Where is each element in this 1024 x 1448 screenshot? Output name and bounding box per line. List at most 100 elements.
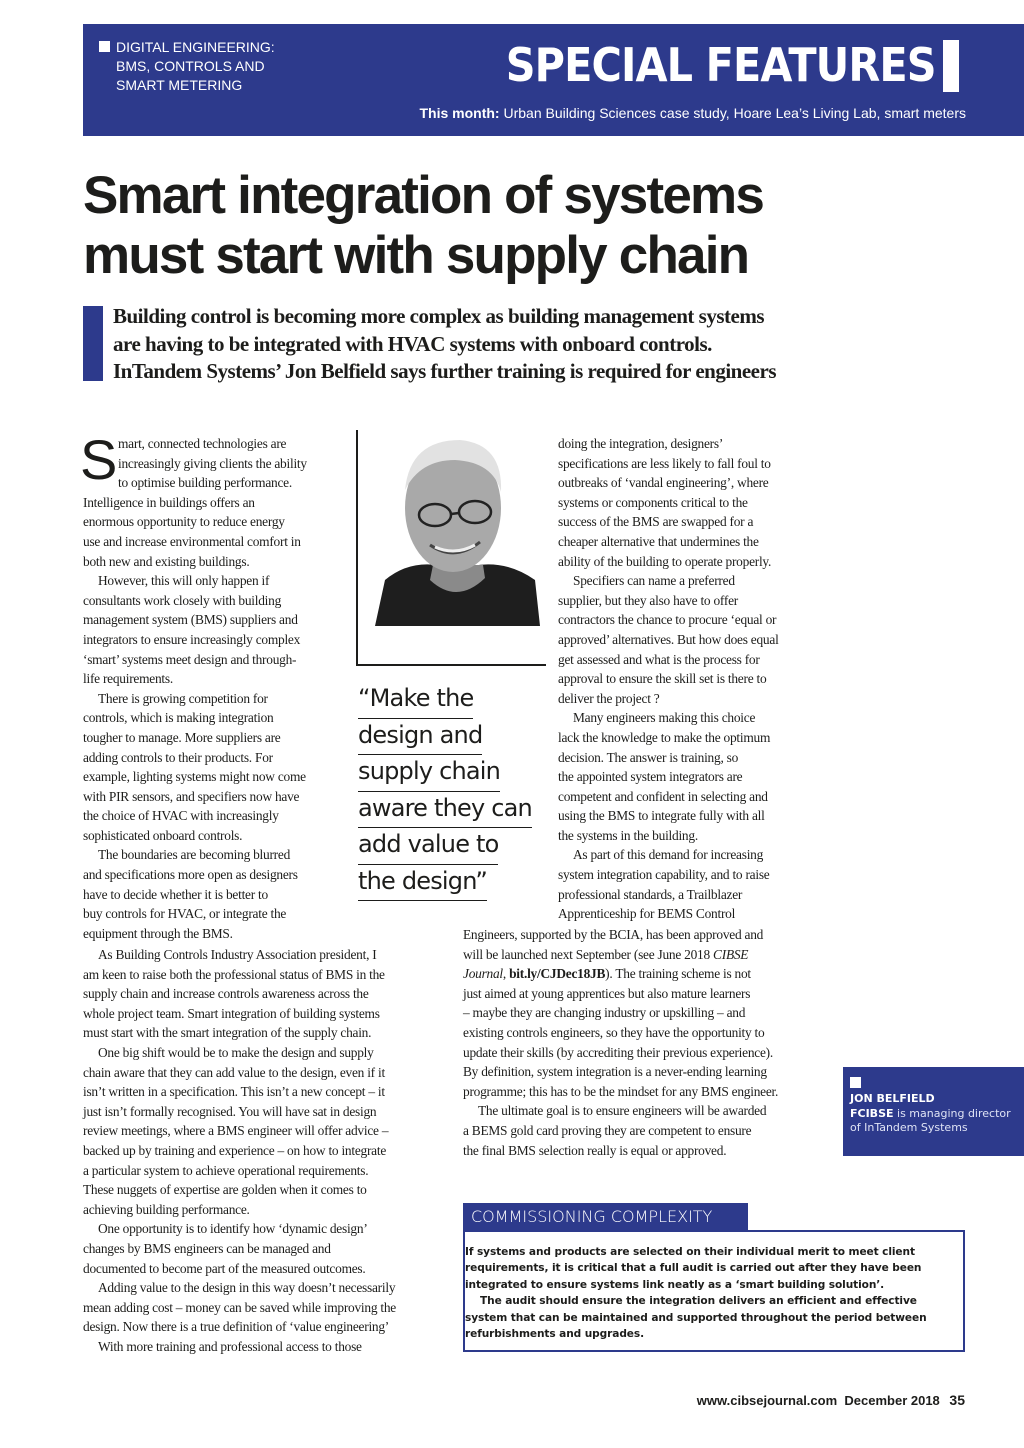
body-text-line: increasingly giving clients the ability: [118, 455, 307, 471]
body-text-line: Specifiers can name a preferred: [573, 573, 735, 589]
body-text-line: These nuggets of expertise are golden wh…: [83, 1182, 367, 1198]
body-text-line: One big shift would be to make the desig…: [98, 1044, 374, 1060]
body-text-line: There is growing competition for: [98, 690, 268, 706]
body-text-line: using the BMS to integrate fully with al…: [558, 808, 765, 824]
standfirst-text: InTandem Systems’: [113, 359, 285, 383]
body-text-line: The ultimate goal is to ensure engineers…: [478, 1103, 767, 1119]
body-text-line: just aimed at young apprentices but also…: [463, 985, 751, 1001]
body-text-line: isn’t written in a specification. This i…: [83, 1084, 385, 1100]
kicker-line: SMART METERING: [116, 77, 243, 93]
body-text-line: achieving building performance.: [83, 1201, 250, 1217]
body-text-line: approved’ alternatives. But how does equ…: [558, 631, 779, 647]
body-text-line: a particular system to achieve operation…: [83, 1162, 369, 1178]
body-text-line: mean adding cost – money can be saved wh…: [83, 1299, 396, 1315]
body-text-segment: CIBSE: [713, 946, 749, 962]
body-text-line: with PIR sensors, and specifiers now hav…: [83, 788, 300, 804]
body-text-line: documented to become part of the measure…: [83, 1260, 366, 1276]
body-text-line: equipment through the BMS.: [83, 925, 233, 941]
section-header-band: DIGITAL ENGINEERING: BMS, CONTROLS AND S…: [83, 24, 1024, 136]
body-text-line: lack the knowledge to make the optimum: [558, 729, 771, 745]
article-headline: Smart integration of systems must start …: [83, 166, 765, 286]
pull-quote: “Make the design and supply chain aware …: [358, 682, 533, 901]
link-text[interactable]: bit.ly/CJDec18JB: [509, 966, 606, 982]
body-text-line: programme; this has to be the mindset fo…: [463, 1083, 779, 1099]
body-text-line: consultants work closely with building: [83, 592, 282, 608]
body-text-line: both new and existing buildings.: [83, 553, 250, 569]
body-text-line: ‘smart’ systems meet design and through-: [83, 651, 297, 667]
sidebar-box-heading: COMMISSIONING COMPLEXITY: [463, 1203, 748, 1230]
this-month-label: This month:: [419, 105, 500, 121]
body-text-line: management system (BMS) suppliers and: [83, 612, 298, 628]
author-name: Jon Belfield: [284, 359, 386, 383]
body-text-line: design. Now there is a true definition o…: [83, 1319, 390, 1335]
pull-quote-line: “Make the: [358, 682, 474, 719]
body-column-left-narrow: mart, connected technologies are increasi…: [83, 434, 307, 943]
drop-cap: S: [80, 428, 118, 491]
body-text-line: With more training and professional acce…: [98, 1338, 362, 1354]
body-text-line: doing the integration, designers’: [558, 436, 724, 451]
author-photo: [375, 430, 540, 626]
sidebar-paragraph: If systems and products are selected on …: [465, 1246, 922, 1291]
section-title-bar: [943, 40, 959, 92]
headline-line: Smart integration of systems: [83, 166, 765, 225]
body-text-line: As Building Controls Industry Associatio…: [98, 947, 377, 962]
body-text-line: review meetings, where a BMS engineer wi…: [83, 1123, 389, 1139]
photo-frame-line: [356, 664, 546, 666]
body-text-line: life requirements.: [83, 671, 173, 687]
body-text-line: enormous opportunity to reduce energy: [83, 514, 285, 530]
body-text-line: the systems in the building.: [558, 827, 698, 843]
body-text-line: success of the BMS are swapped for a: [558, 514, 754, 530]
body-text-line: backed up by training and experience – o…: [83, 1142, 387, 1158]
kicker-line: BMS, CONTROLS AND: [116, 58, 265, 74]
body-text-line: chain aware that they can add value to t…: [83, 1064, 385, 1080]
body-text-line: and specifications more open as designer…: [83, 867, 298, 883]
body-text-line: However, this will only happen if: [98, 573, 270, 589]
square-bullet-icon: [850, 1077, 861, 1088]
body-text-line: the final BMS selection really is equal …: [463, 1142, 727, 1158]
pull-quote-line: supply chain: [358, 755, 501, 792]
body-text-segment: will be launched next September (see Jun…: [463, 946, 714, 962]
standfirst-text: says further training is required for en…: [385, 359, 776, 383]
body-text-line: system integration capability, and to ra…: [558, 867, 770, 883]
pull-quote-line: add value to: [358, 828, 499, 865]
body-text-line: existing controls engineers, so they hav…: [463, 1024, 765, 1040]
body-text-line: must start with the smart integration of…: [83, 1025, 372, 1041]
body-text-line: supply chain and increase controls aware…: [83, 986, 369, 1002]
body-text-line: professional standards, a Trailblazer: [558, 886, 743, 902]
body-text-line: By definition, system integration is a n…: [463, 1064, 767, 1080]
section-kicker: DIGITAL ENGINEERING: BMS, CONTROLS AND S…: [99, 38, 319, 95]
body-text-line: contractors the chance to procure ‘equal…: [558, 612, 777, 628]
body-text-line: controls, which is making integration: [83, 710, 274, 726]
body-text-line: As part of this demand for increasing: [573, 847, 764, 863]
body-text-line: – maybe they are changing industry or up…: [463, 1005, 746, 1021]
footer-url[interactable]: www.cibsejournal.com: [696, 1393, 838, 1408]
body-text-segment: Journal: [463, 966, 503, 982]
body-text-segment: ,: [502, 966, 510, 982]
body-text-line: tougher to manage. More suppliers are: [83, 729, 281, 745]
body-text-line: cheaper alternative that undermines the: [558, 533, 759, 549]
square-bullet-icon: [99, 41, 110, 52]
section-title: SPECIAL FEATURES: [506, 38, 937, 92]
body-text-line: update their skills (by accrediting thei…: [463, 1044, 773, 1060]
body-text-line: competent and confident in selecting and: [558, 788, 768, 804]
body-text-line: Engineers, supported by the BCIA, has be…: [463, 927, 764, 942]
standfirst-line: InTandem Systems’ Jon Belfield says furt…: [113, 358, 777, 386]
body-text-line: supplier, but they also have to offer: [558, 592, 738, 608]
body-text-line: One opportunity is to identify how ‘dyna…: [98, 1221, 368, 1237]
body-text-line: have to decide whether it is better to: [83, 886, 268, 902]
body-text-line: to optimise building performance.: [118, 475, 292, 491]
body-text-line: use and increase environmental comfort i…: [83, 533, 301, 549]
body-text-line: sophisticated onboard controls.: [83, 827, 243, 843]
body-text-line: am keen to raise both the professional s…: [83, 966, 385, 982]
body-text-line: systems or components critical to the: [558, 494, 748, 510]
this-month-text: Urban Building Sciences case study, Hoar…: [499, 105, 966, 121]
pull-quote-line: design and: [358, 719, 483, 755]
page-number: 35: [949, 1392, 965, 1408]
kicker-line: DIGITAL ENGINEERING:: [116, 39, 275, 55]
headline-line: must start with supply chain: [83, 226, 750, 285]
body-text-line: changes by BMS engineers can be managed …: [83, 1240, 331, 1256]
pull-quote-line: aware they can: [358, 792, 533, 828]
bio-name: JON BELFIELD: [850, 1092, 935, 1105]
body-text-line: the appointed system integrators are: [558, 769, 743, 785]
standfirst-bar: [83, 306, 103, 381]
